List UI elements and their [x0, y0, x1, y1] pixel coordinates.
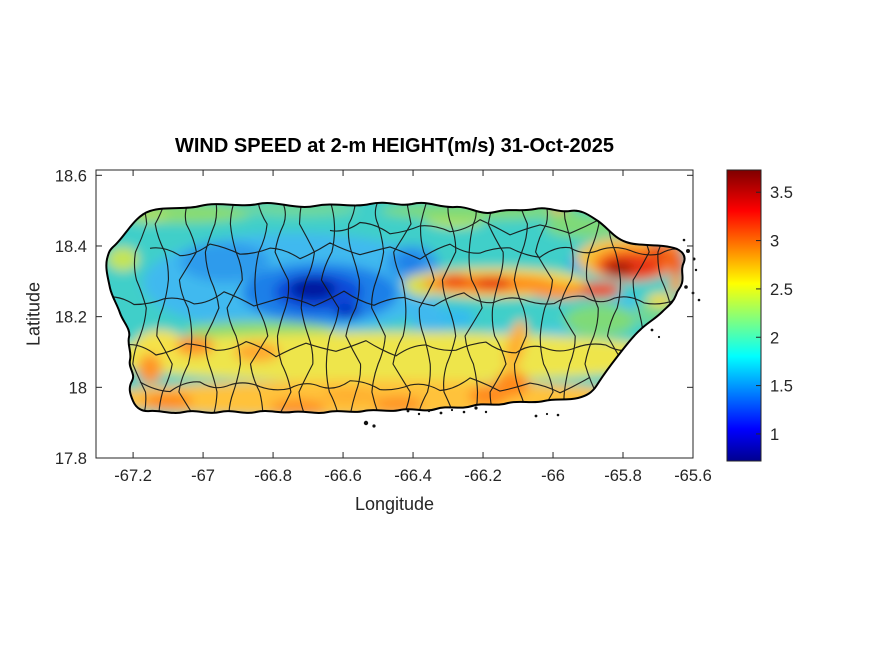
y-tick-label: 18 [69, 379, 87, 397]
y-tick-label: 18.4 [55, 238, 87, 256]
x-tick-label: -67.2 [114, 467, 152, 485]
colorbar-ticks [756, 191, 761, 435]
figure-title: WIND SPEED at 2-m HEIGHT(m/s) 31-Oct-202… [175, 135, 614, 157]
x-tick-label: -65.8 [604, 467, 642, 485]
axis-tick-labels: -67.2 -67 -66.8 -66.6 -66.4 -66.2 -66 -65.8 -65.… [55, 167, 712, 485]
x-axis-label: Longitude [354, 494, 435, 514]
colorbar-tick-label: 3.5 [770, 184, 793, 202]
colorbar-tick-label: 3 [770, 233, 779, 251]
colorbar-tick-label: 2 [770, 329, 779, 347]
colorbar-tick-labels: 1 1.5 2 2.5 3 3.5 [770, 184, 793, 444]
x-tick-label: -66.8 [254, 467, 292, 485]
axes-box [95, 169, 694, 459]
coastline [105, 201, 686, 414]
x-tick-label: -66.6 [324, 467, 362, 485]
colorbar-gradient [726, 169, 762, 462]
x-tick-label: -66 [541, 467, 565, 485]
y-axis-label: Latitude [23, 281, 44, 347]
colorbar-tick-label: 1.5 [770, 378, 793, 396]
y-tick-label: 18.6 [55, 167, 87, 185]
colorbar-tick-label: 2.5 [770, 281, 793, 299]
axis-ticks [96, 170, 694, 459]
x-tick-label: -67 [191, 467, 215, 485]
x-tick-label: -66.4 [394, 467, 432, 485]
offshore-islets [363, 238, 701, 428]
y-tick-label: 17.8 [55, 450, 87, 468]
x-tick-label: -65.6 [674, 467, 712, 485]
x-tick-label: -66.2 [464, 467, 502, 485]
colorbar-tick-label: 1 [770, 426, 779, 444]
island-map [106, 202, 685, 413]
y-tick-label: 18.2 [55, 309, 87, 327]
